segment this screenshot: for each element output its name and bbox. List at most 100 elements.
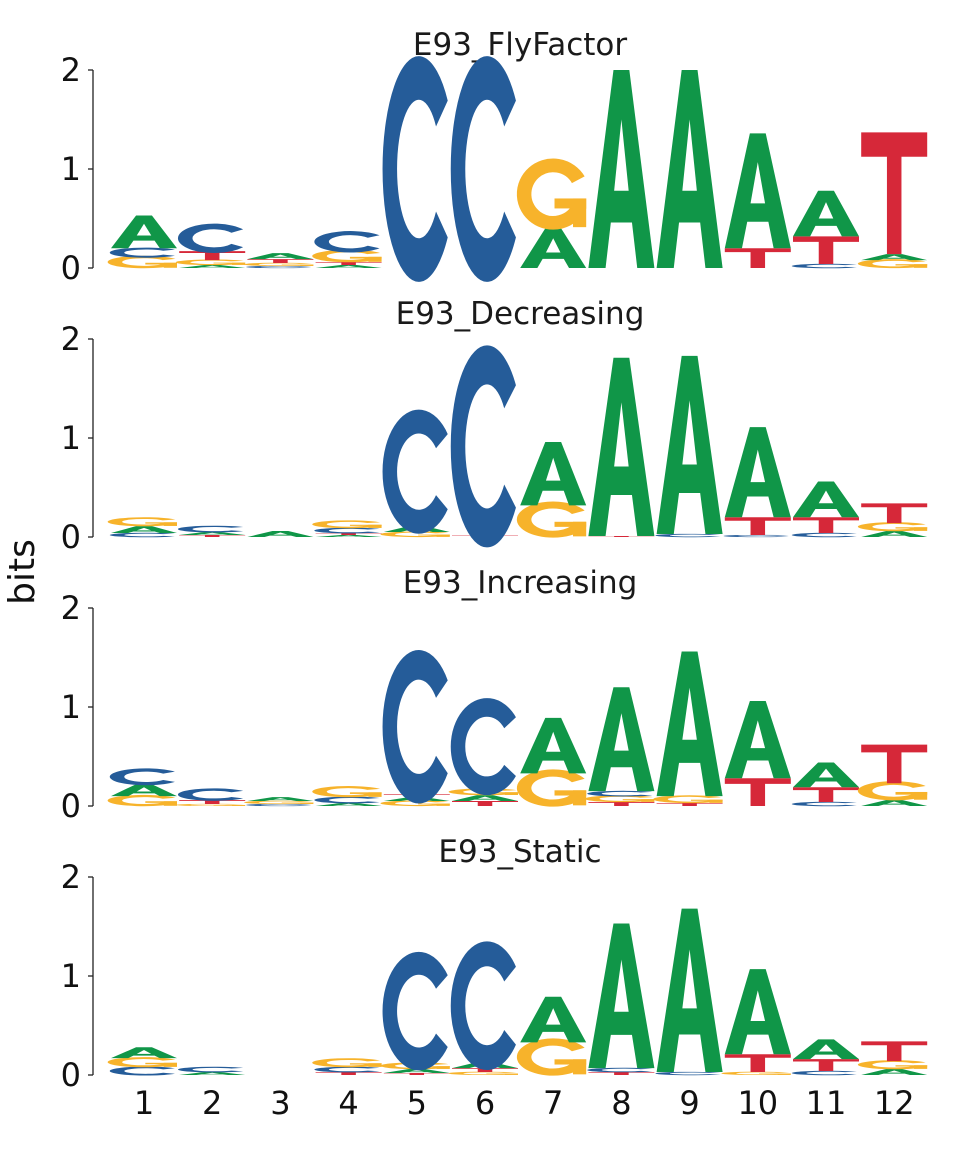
logo-letter-t: [315, 262, 382, 266]
logo-letter-t: [179, 535, 246, 537]
logo-letter-g: [107, 1057, 178, 1068]
y-tick-label: 1: [61, 688, 81, 726]
y-tick-label: 1: [61, 957, 81, 995]
x-tick-label: 4: [338, 1084, 358, 1122]
logo-letter-c: [109, 768, 175, 786]
logo-letter-g: [857, 781, 928, 801]
logo-letter-c: [246, 803, 312, 807]
logo-letter-c: [382, 951, 448, 1071]
logo-letter-a: [315, 265, 382, 268]
logo-letter-a: [315, 803, 382, 806]
logo-letter-c: [655, 1071, 721, 1076]
logo-stack-2: [178, 525, 246, 537]
logo-stack-4: [312, 231, 382, 268]
logo-letter-t: [724, 778, 791, 807]
logo-letter-a: [383, 1069, 450, 1074]
x-tick-label: 5: [407, 1084, 427, 1122]
logo-stack-4: [312, 520, 382, 537]
logo-letter-c: [314, 1066, 380, 1073]
logo-letter-a: [383, 797, 450, 802]
logo-letter-t: [315, 533, 382, 536]
logo-stack-12: [857, 744, 928, 806]
y-tick-label: 1: [61, 419, 81, 457]
logo-letter-a: [179, 532, 246, 536]
logo-letter-c: [246, 265, 312, 269]
logo-letter-t: [315, 1072, 382, 1075]
logo-letter-a: [383, 526, 450, 533]
logo-letter-g: [448, 1071, 519, 1076]
y-tick-label: 0: [61, 1056, 81, 1094]
logo-letter-g: [312, 249, 382, 263]
logo-letter-t: [179, 800, 246, 805]
logo-letter-a: [656, 908, 723, 1073]
logo-stack-7: [516, 158, 587, 268]
logo-letter-a: [724, 701, 791, 779]
logo-letter-a: [861, 254, 928, 261]
logo-letter-g: [176, 803, 246, 807]
logo-letter-c: [177, 223, 244, 253]
logo-stack-9: [653, 651, 723, 806]
logo-letter-a: [520, 441, 587, 506]
panel-title: E93_Increasing: [403, 565, 638, 601]
logo-letter-t: [247, 259, 314, 264]
logo-letter-t: [383, 1073, 450, 1075]
x-tick-label: 9: [679, 1084, 699, 1122]
logo-letter-g: [244, 800, 314, 805]
logo-stack-10: [721, 969, 791, 1076]
logo-letter-a: [793, 481, 859, 518]
x-tick-label: 12: [874, 1084, 915, 1122]
x-axis: 1 2 3 4 5 6 7 8 9 10 11 12: [134, 1084, 915, 1122]
logo-letter-t: [861, 1041, 928, 1062]
logo-letter-a: [588, 70, 655, 268]
logo-letter-t: [588, 1072, 655, 1075]
y-tick-label: 2: [61, 858, 81, 896]
logo-letter-a: [861, 1069, 928, 1075]
logo-letter-c: [178, 1066, 244, 1073]
logo-letter-g: [585, 795, 655, 803]
logo-letter-g: [312, 786, 382, 798]
logo-letter-c: [314, 231, 380, 253]
logo-stack-1: [107, 1047, 178, 1076]
logo-stack-2: [178, 1066, 246, 1075]
logo-letter-c: [450, 698, 516, 796]
logo-letter-a: [111, 526, 177, 534]
logo-stack-8: [585, 687, 655, 806]
logo-stack-3: [244, 797, 314, 807]
logo-letter-a: [452, 1062, 518, 1069]
logo-stack-6: [450, 345, 518, 548]
y-tick-label: 1: [61, 150, 81, 188]
logo-letter-c: [110, 532, 175, 538]
logo-letter-t: [724, 517, 791, 536]
logo-letter-t: [452, 801, 518, 806]
x-tick-label: 3: [270, 1084, 290, 1122]
logo-stack-11: [792, 481, 859, 538]
x-tick-label: 1: [134, 1084, 154, 1122]
logo-letter-g: [653, 795, 723, 804]
logo-stack-5: [380, 650, 450, 807]
logo-letter-g: [312, 520, 382, 529]
logo-letter-a: [588, 687, 655, 792]
panel-title: E93_Static: [438, 834, 601, 870]
logo-letter-a: [793, 1039, 859, 1060]
logo-letter-c: [450, 56, 516, 282]
logo-letter-t: [656, 803, 723, 806]
logo-stack-7: [516, 996, 587, 1076]
logo-stack-6: [448, 698, 519, 806]
logo-letter-a: [793, 762, 859, 788]
logo-letter-c: [792, 1070, 857, 1076]
logo-stack-2: [176, 788, 246, 807]
logo-stack-4: [312, 786, 382, 806]
x-tick-label: 10: [737, 1084, 778, 1122]
logo-letter-c: [382, 56, 448, 282]
logo-letter-c: [587, 790, 653, 797]
logo-letter-g: [107, 517, 178, 527]
logo-letter-g: [857, 522, 928, 532]
logo-stack-5: [382, 56, 448, 282]
logo-stack-9: [655, 908, 723, 1076]
logo-letter-g: [721, 1071, 791, 1076]
logo-letter-t: [793, 517, 859, 534]
logo-letter-g: [516, 501, 587, 538]
logo-stack-10: [724, 133, 791, 268]
logo-letter-c: [792, 801, 857, 807]
logo-letter-t: [861, 744, 928, 784]
